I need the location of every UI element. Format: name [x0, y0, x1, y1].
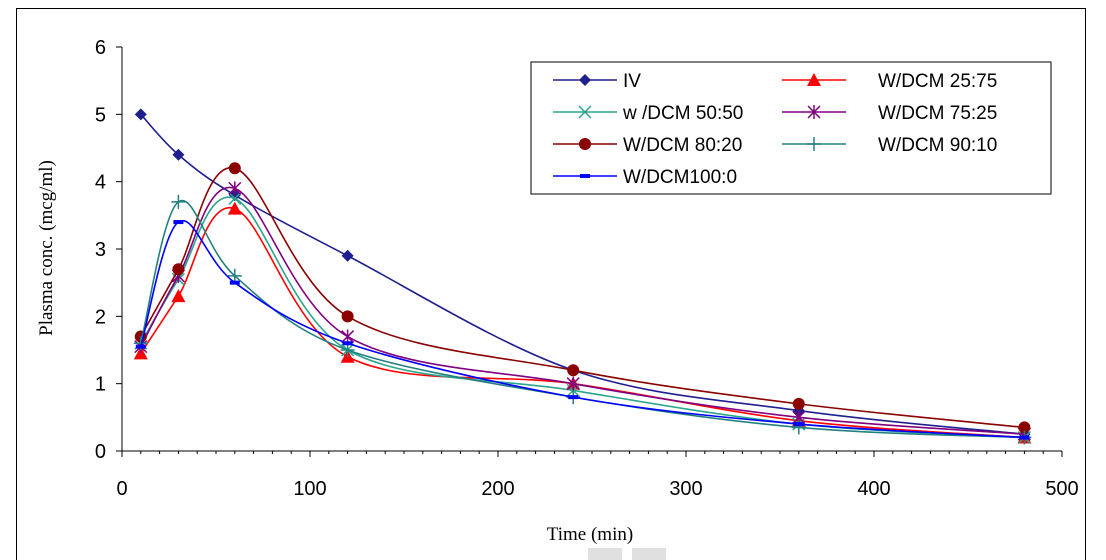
x-tick-label: 100	[293, 478, 326, 500]
y-tick-label: 2	[95, 306, 106, 328]
plus-marker	[340, 343, 355, 357]
dash-marker	[173, 220, 184, 225]
circle-marker	[172, 263, 185, 276]
x-tick-label: 400	[857, 478, 890, 500]
dash-marker	[793, 422, 804, 427]
diamond-marker	[341, 249, 354, 262]
circle-marker	[1018, 421, 1031, 434]
legend-label: w /DCM 50:50	[622, 103, 743, 124]
triangle-marker	[807, 73, 821, 86]
legend-label: W/DCM 80:20	[623, 135, 742, 156]
circle-marker	[792, 397, 805, 410]
series-line	[140, 199, 1025, 439]
legend-label: W/DCM100:0	[623, 167, 737, 188]
series-line	[140, 186, 1025, 435]
diamond-marker	[134, 108, 147, 121]
data-series	[133, 201, 1032, 444]
series-line	[140, 113, 1025, 435]
dash-marker	[580, 174, 590, 178]
y-tick-label: 6	[95, 37, 106, 59]
star-marker	[228, 181, 242, 196]
y-axis-title: Plasma conc. (mcg/ml)	[36, 160, 57, 336]
data-series	[134, 181, 1031, 442]
circle-marker	[567, 364, 580, 377]
plot-area	[133, 108, 1032, 445]
x-tick-label: 0	[116, 478, 127, 500]
diamond-marker	[579, 74, 591, 86]
plus-marker	[227, 268, 242, 283]
x-tick-label: 200	[481, 478, 514, 500]
triangle-marker	[227, 201, 242, 215]
data-series	[135, 219, 1030, 440]
y-tick-label: 4	[95, 172, 106, 194]
dash-marker	[1019, 435, 1030, 440]
dash-marker	[342, 341, 353, 346]
legend-box	[530, 61, 1052, 195]
watermark-block	[632, 548, 666, 560]
legend-label: W/DCM 75:25	[878, 103, 997, 124]
legend-label: W/DCM 25:75	[878, 71, 997, 92]
y-tick-label: 0	[95, 441, 106, 463]
dash-marker	[135, 344, 146, 349]
watermark-block	[588, 548, 622, 560]
star-marker	[566, 376, 580, 391]
circle-marker	[579, 138, 591, 150]
series-line	[140, 196, 1025, 439]
chart-frame	[16, 8, 1086, 560]
dash-marker	[568, 395, 579, 400]
dash-marker	[229, 280, 240, 285]
series-line	[140, 167, 1025, 429]
x-tick-label: 300	[669, 478, 702, 500]
y-tick-label: 3	[95, 239, 106, 261]
legend: IV W/DCM 25:75 w /DCM 50:50 W/DCM 75:25 W/DC…	[530, 61, 1052, 195]
triangle-marker	[171, 289, 186, 303]
y-tick-label: 1	[95, 374, 106, 396]
plus-marker	[807, 137, 821, 151]
circle-marker	[228, 162, 241, 175]
legend-label: IV	[623, 71, 641, 92]
series-line	[140, 206, 1025, 439]
legend-label: W/DCM 90:10	[878, 135, 997, 156]
x-marker	[228, 191, 242, 206]
x-marker	[578, 105, 592, 119]
plus-marker	[171, 194, 186, 209]
star-marker	[341, 329, 355, 344]
x-tick-label: 500	[1045, 478, 1078, 500]
x-axis-title: Time (min)	[547, 524, 633, 545]
circle-marker	[341, 310, 354, 323]
axes: 0 1 2 3 4 5 6 0 100 200 300 400 500	[95, 37, 1079, 500]
star-marker	[807, 105, 821, 119]
data-series	[134, 191, 1031, 445]
diamond-marker	[172, 148, 185, 161]
y-tick-label: 5	[95, 104, 106, 126]
